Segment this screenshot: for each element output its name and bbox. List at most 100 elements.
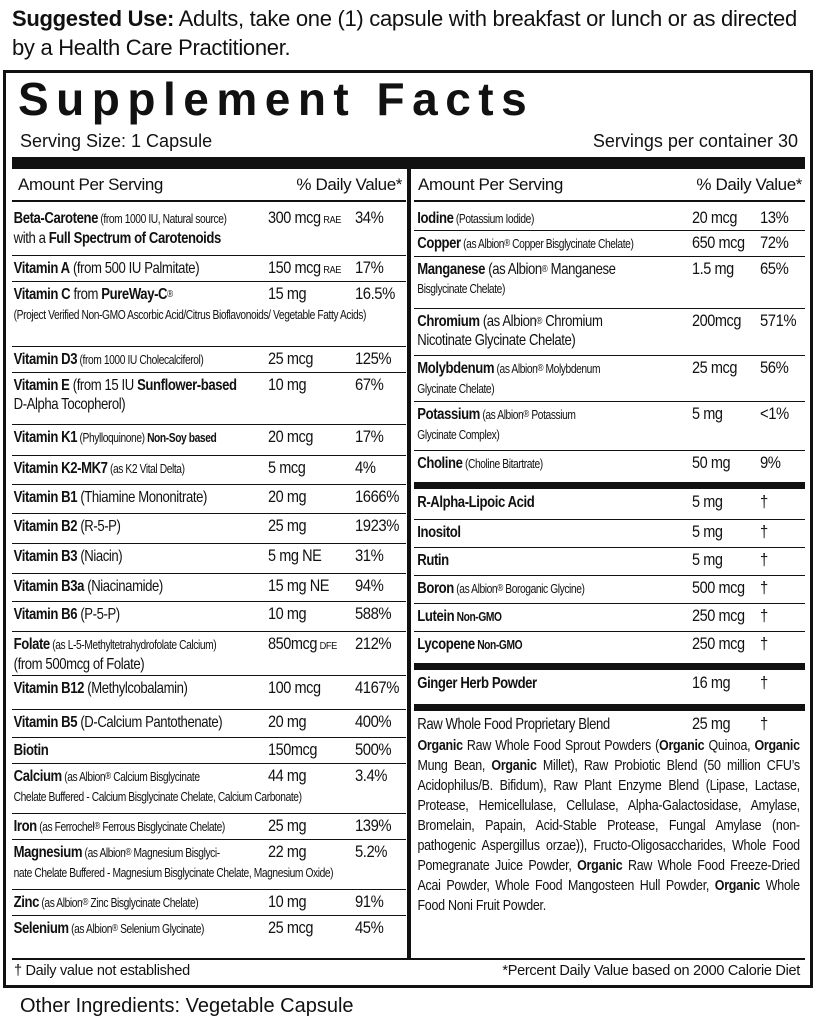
- nutrient-row: Potassium (as Albion® Potassium Glycinat…: [414, 402, 805, 451]
- column-divider: [407, 169, 411, 959]
- nutrient-row: Vitamin B6 (P-5-P) 10 mg 588%: [12, 602, 406, 632]
- daily-value: 45%: [355, 919, 384, 937]
- nutrient-amount: 25 mg: [692, 715, 731, 734]
- amount-unit-suffix: DFE: [319, 640, 338, 652]
- name-segment: Raw Whole Food Sprout Powders (: [462, 738, 660, 754]
- nutrient-row: R-Alpha-Lipoic Acid 5 mg †: [414, 490, 805, 520]
- nutrient-name: R-Alpha-Lipoic Acid: [414, 493, 805, 512]
- nutrient-row: Calcium (as Albion® Calcium Bisglycinate…: [12, 764, 406, 814]
- amount-value: 10 mg: [268, 376, 307, 394]
- nutrient-amount: 20 mg: [268, 488, 307, 507]
- nutrient-amount: 850mcg DFE: [268, 635, 337, 654]
- nutrient-amount: 5 mg NE: [268, 547, 322, 566]
- name-segment: Bisglycinate Chelate): [417, 282, 505, 296]
- nutrient-amount: 25 mcg: [268, 350, 313, 369]
- left-header-dv: % Daily Value*: [296, 175, 402, 194]
- nutrient-amount: 250 mcg: [692, 635, 745, 654]
- daily-value: †: [760, 551, 768, 569]
- nutrient-name: Vitamin B6 (P-5-P): [12, 605, 406, 624]
- nutrient-amount: 25 mg: [268, 517, 307, 536]
- name-segment: Ferrous Bisglycinate Chelate): [99, 820, 225, 834]
- name-segment: Biotin: [13, 742, 49, 759]
- nutrient-name: Biotin: [12, 741, 406, 760]
- daily-value: 72%: [760, 234, 789, 252]
- name-segment: (as Albion: [494, 362, 538, 376]
- name-segment: (as Albion: [485, 261, 542, 278]
- nutrient-row: Vitamin B2 (R-5-P) 25 mg 1923%: [12, 514, 406, 544]
- name-segment: Non-GMO: [474, 638, 523, 652]
- name-segment: Lutein: [417, 608, 455, 625]
- name-segment: (as Albion: [68, 922, 113, 936]
- nutrient-row: Vitamin B3a (Niacinamide) 15 mg NE 94%: [12, 574, 406, 602]
- nutrient-name: Choline (Choline Bitartrate): [414, 454, 805, 474]
- name-segment: ®: [94, 821, 100, 832]
- daily-value: 13%: [760, 209, 789, 227]
- nutrient-amount: 10 mg: [268, 376, 307, 395]
- right-nutrient-column: Iodine (Potassium Iodide) 20 mcg 13% Copper…: [414, 206, 805, 917]
- daily-value: †: [760, 715, 768, 733]
- amount-value: 850mcg: [268, 635, 318, 653]
- nutrient-name: Vitamin B12 (Methylcobalamin): [12, 679, 406, 698]
- nutrient-name: Manganese (as Albion® Manganese Bisglyci…: [414, 260, 805, 299]
- amount-unit-suffix: RAE: [323, 214, 341, 226]
- nutrient-row: Inositol 5 mg †: [414, 520, 805, 548]
- right-header-dv: % Daily Value*: [696, 175, 802, 194]
- daily-value: 65%: [760, 260, 789, 278]
- name-segment: Selenium: [13, 920, 69, 937]
- amount-value: 10 mg: [268, 605, 307, 623]
- nutrient-row: Vitamin E (from 15 IU Sunflower-based D-…: [12, 373, 406, 425]
- amount-value: 5 mg NE: [268, 547, 322, 565]
- name-segment: Zinc Bisglycinate Chelate): [87, 896, 199, 910]
- amount-value: 5 mg: [692, 523, 723, 541]
- name-segment: (Thiamine Mononitrate): [77, 489, 207, 506]
- nutrient-amount: 15 mg: [268, 285, 307, 304]
- name-segment: (Project Verified Non-GMO Ascorbic Acid/…: [13, 308, 367, 322]
- amount-value: 150mcg: [268, 741, 318, 759]
- name-segment: ®: [523, 409, 529, 420]
- name-segment: Calcium Bisglycinate: [113, 770, 200, 784]
- nutrient-amount: 50 mg: [692, 454, 731, 473]
- name-segment: (R-5-P): [77, 518, 121, 535]
- name-segment: (as Albion: [453, 582, 498, 596]
- name-segment: Vitamin K1: [13, 429, 78, 446]
- amount-value: 50 mg: [692, 454, 731, 472]
- name-segment: Boron: [417, 580, 454, 597]
- name-segment: (Choline Bitartrate): [462, 457, 543, 471]
- name-segment: Mung Bean,: [417, 758, 492, 774]
- daily-value: †: [760, 607, 768, 625]
- nutrient-name: Vitamin C from PureWay-C® (Project Verif…: [12, 285, 406, 325]
- nutrient-row: Rutin 5 mg †: [414, 548, 805, 576]
- nutrient-amount: 650 mcg: [692, 234, 745, 253]
- name-segment: (P-5-P): [77, 606, 120, 623]
- nutrient-row: Magnesium (as Albion® Magnesium Bisglyci…: [12, 840, 406, 890]
- nutrient-row: Vitamin B1 (Thiamine Mononitrate) 20 mg 16…: [12, 485, 406, 514]
- name-segment: Whole Food Noni Fruit Powder.: [417, 878, 800, 914]
- nutrient-amount: 25 mcg: [268, 919, 313, 938]
- nutrient-name: Lutein Non-GMO: [414, 607, 805, 627]
- name-segment: Vitamin B2: [13, 518, 78, 535]
- nutrient-name: Rutin: [414, 551, 805, 570]
- thick-divider: [414, 482, 805, 489]
- name-segment: (from 1000 IU, Natural source): [100, 212, 227, 226]
- nutrient-name: Vitamin B2 (R-5-P): [12, 517, 406, 536]
- name-segment: Magnesium Bisglyci-: [133, 846, 221, 860]
- nutrient-name: Copper (as Albion® Copper Bisglycinate C…: [414, 234, 805, 254]
- nutrient-name: Molybdenum (as Albion® Molybdenum Glycin…: [414, 359, 805, 399]
- name-segment: Vitamin B1: [13, 489, 78, 506]
- name-segment: (as Albion: [479, 313, 537, 330]
- nutrient-row: Raw Whole Food Proprietary Blend 25 mg † Or…: [414, 712, 805, 917]
- nutrient-row: Vitamin C from PureWay-C® (Project Verif…: [12, 282, 406, 347]
- daily-value: 4167%: [355, 679, 400, 697]
- nutrient-row: Vitamin K1 (Phylloquinone) Non-Soy based…: [12, 425, 406, 456]
- nutrient-name: Potassium (as Albion® Potassium Glycinat…: [414, 405, 805, 445]
- name-segment: (D-Calcium Pantothenate): [77, 714, 223, 731]
- nutrient-name: Ginger Herb Powder: [414, 674, 805, 693]
- daily-value: 9%: [760, 454, 781, 472]
- amount-value: 300 mcg: [268, 209, 321, 227]
- nutrient-row: Chromium (as Albion® Chromium Nicotinate…: [414, 309, 805, 356]
- nutrient-name: Vitamin B1 (Thiamine Mononitrate): [12, 488, 406, 507]
- amount-value: 5 mg: [692, 493, 723, 511]
- nutrient-name: Vitamin B3 (Niacin): [12, 547, 406, 566]
- name-segment: with a: [13, 230, 49, 247]
- daily-value: 125%: [355, 350, 392, 368]
